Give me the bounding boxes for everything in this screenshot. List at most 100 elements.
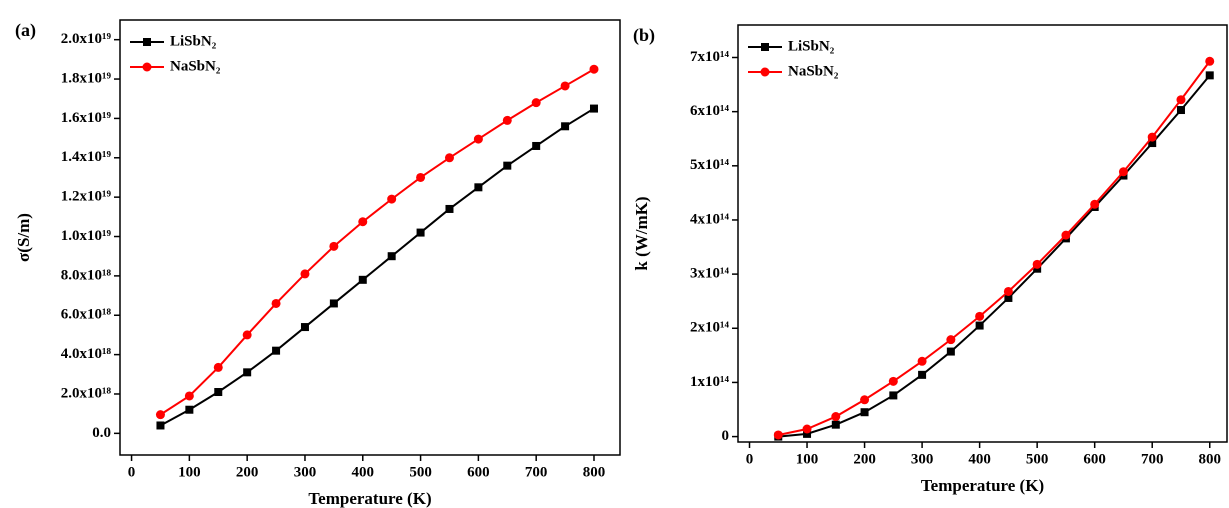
panel-label: (a) [15,20,36,41]
data-point [532,141,541,150]
data-point [473,134,483,144]
x-tick-label: 200 [853,451,876,467]
data-point [155,410,165,420]
data-point [1176,106,1185,115]
data-point [802,424,812,434]
x-tick-label: 700 [1141,451,1164,467]
y-tick-label: 1.0x10¹⁹ [61,228,112,244]
data-point [300,269,310,279]
data-point [860,408,869,417]
data-point [1205,56,1215,66]
data-point [773,430,783,440]
y-tick-label: 1.2x10¹⁹ [61,189,112,205]
data-point [329,241,339,251]
y-tick-label: 4x10¹⁴ [690,211,729,227]
legend-marker [761,43,769,51]
y-tick-label: 2x10¹⁴ [690,320,729,336]
y-tick-label: 6.0x10¹⁸ [61,307,112,323]
data-point [185,405,194,414]
legend-label: NaSbN₂ [170,58,221,74]
x-tick-label: 800 [1198,451,1221,467]
data-point [975,321,984,330]
x-tick-label: 700 [525,464,548,480]
data-point [272,346,281,355]
data-point [503,161,512,170]
series-line [778,60,1211,436]
y-tick-label: 8.0x10¹⁸ [61,267,112,283]
legend-label: LiSbN₂ [788,38,835,54]
data-point [589,64,599,74]
series-line [159,107,595,427]
data-point [1061,230,1071,240]
y-tick-label: 1.6x10¹⁹ [61,110,112,126]
legend-marker [760,67,770,77]
y-tick-label: 2.0x10¹⁹ [61,31,112,47]
data-point [358,217,368,227]
series-line [159,68,595,416]
data-point [271,298,281,308]
y-tick-label: 1x10¹⁴ [690,374,729,390]
panel-label: (b) [633,25,655,46]
x-tick-label: 500 [409,464,432,480]
y-tick-label: 4.0x10¹⁸ [61,346,112,362]
data-point [1090,199,1100,209]
data-point [888,376,898,386]
legend-label: NaSbN₂ [788,63,839,79]
y-tick-label: 1.4x10¹⁹ [61,149,112,165]
data-point [184,391,194,401]
y-axis-title: σ(S/m) [14,213,33,262]
data-point [946,335,956,345]
x-tick-label: 500 [1026,451,1049,467]
data-point [975,311,985,321]
plot-frame [119,19,621,456]
data-point [531,98,541,108]
data-point [387,252,396,261]
y-axis-title: k (W/mK) [632,196,651,270]
data-point [560,81,570,91]
data-point [358,275,367,284]
x-axis-title: Temperature (K) [308,489,431,508]
data-point [1147,132,1157,142]
data-point [1118,167,1128,177]
y-tick-label: 0.0 [92,425,111,441]
data-point [889,391,898,400]
x-tick-label: 300 [911,451,934,467]
data-point [1032,259,1042,269]
data-point [1003,286,1013,296]
data-point [918,370,927,379]
x-tick-label: 600 [1083,451,1106,467]
x-tick-label: 200 [236,464,259,480]
data-point [416,228,425,237]
legend-marker [142,62,152,72]
data-point [831,412,841,422]
data-point [1176,95,1186,105]
y-tick-label: 5x10¹⁴ [690,157,729,173]
y-tick-label: 6x10¹⁴ [690,103,729,119]
data-point [1148,139,1157,148]
data-point [416,172,426,182]
y-tick-label: 7x10¹⁴ [690,49,729,65]
data-point [242,330,252,340]
data-point [917,356,927,366]
x-tick-label: 400 [968,451,991,467]
data-point [502,115,512,125]
data-point [589,104,598,113]
legend-label: LiSbN₂ [170,33,217,49]
y-tick-label: 2.0x10¹⁸ [61,385,112,401]
data-point [156,421,165,430]
x-tick-label: 300 [294,464,317,480]
data-point [243,368,252,377]
x-tick-label: 400 [352,464,375,480]
data-point [860,395,870,405]
data-point [946,347,955,356]
x-tick-label: 600 [467,464,490,480]
x-tick-label: 0 [128,464,136,480]
data-point [444,153,454,163]
data-point [831,420,840,429]
x-tick-label: 100 [796,451,819,467]
data-point [213,362,223,372]
data-point [300,323,309,332]
plot-frame [737,24,1228,443]
x-axis-title: Temperature (K) [921,476,1044,495]
